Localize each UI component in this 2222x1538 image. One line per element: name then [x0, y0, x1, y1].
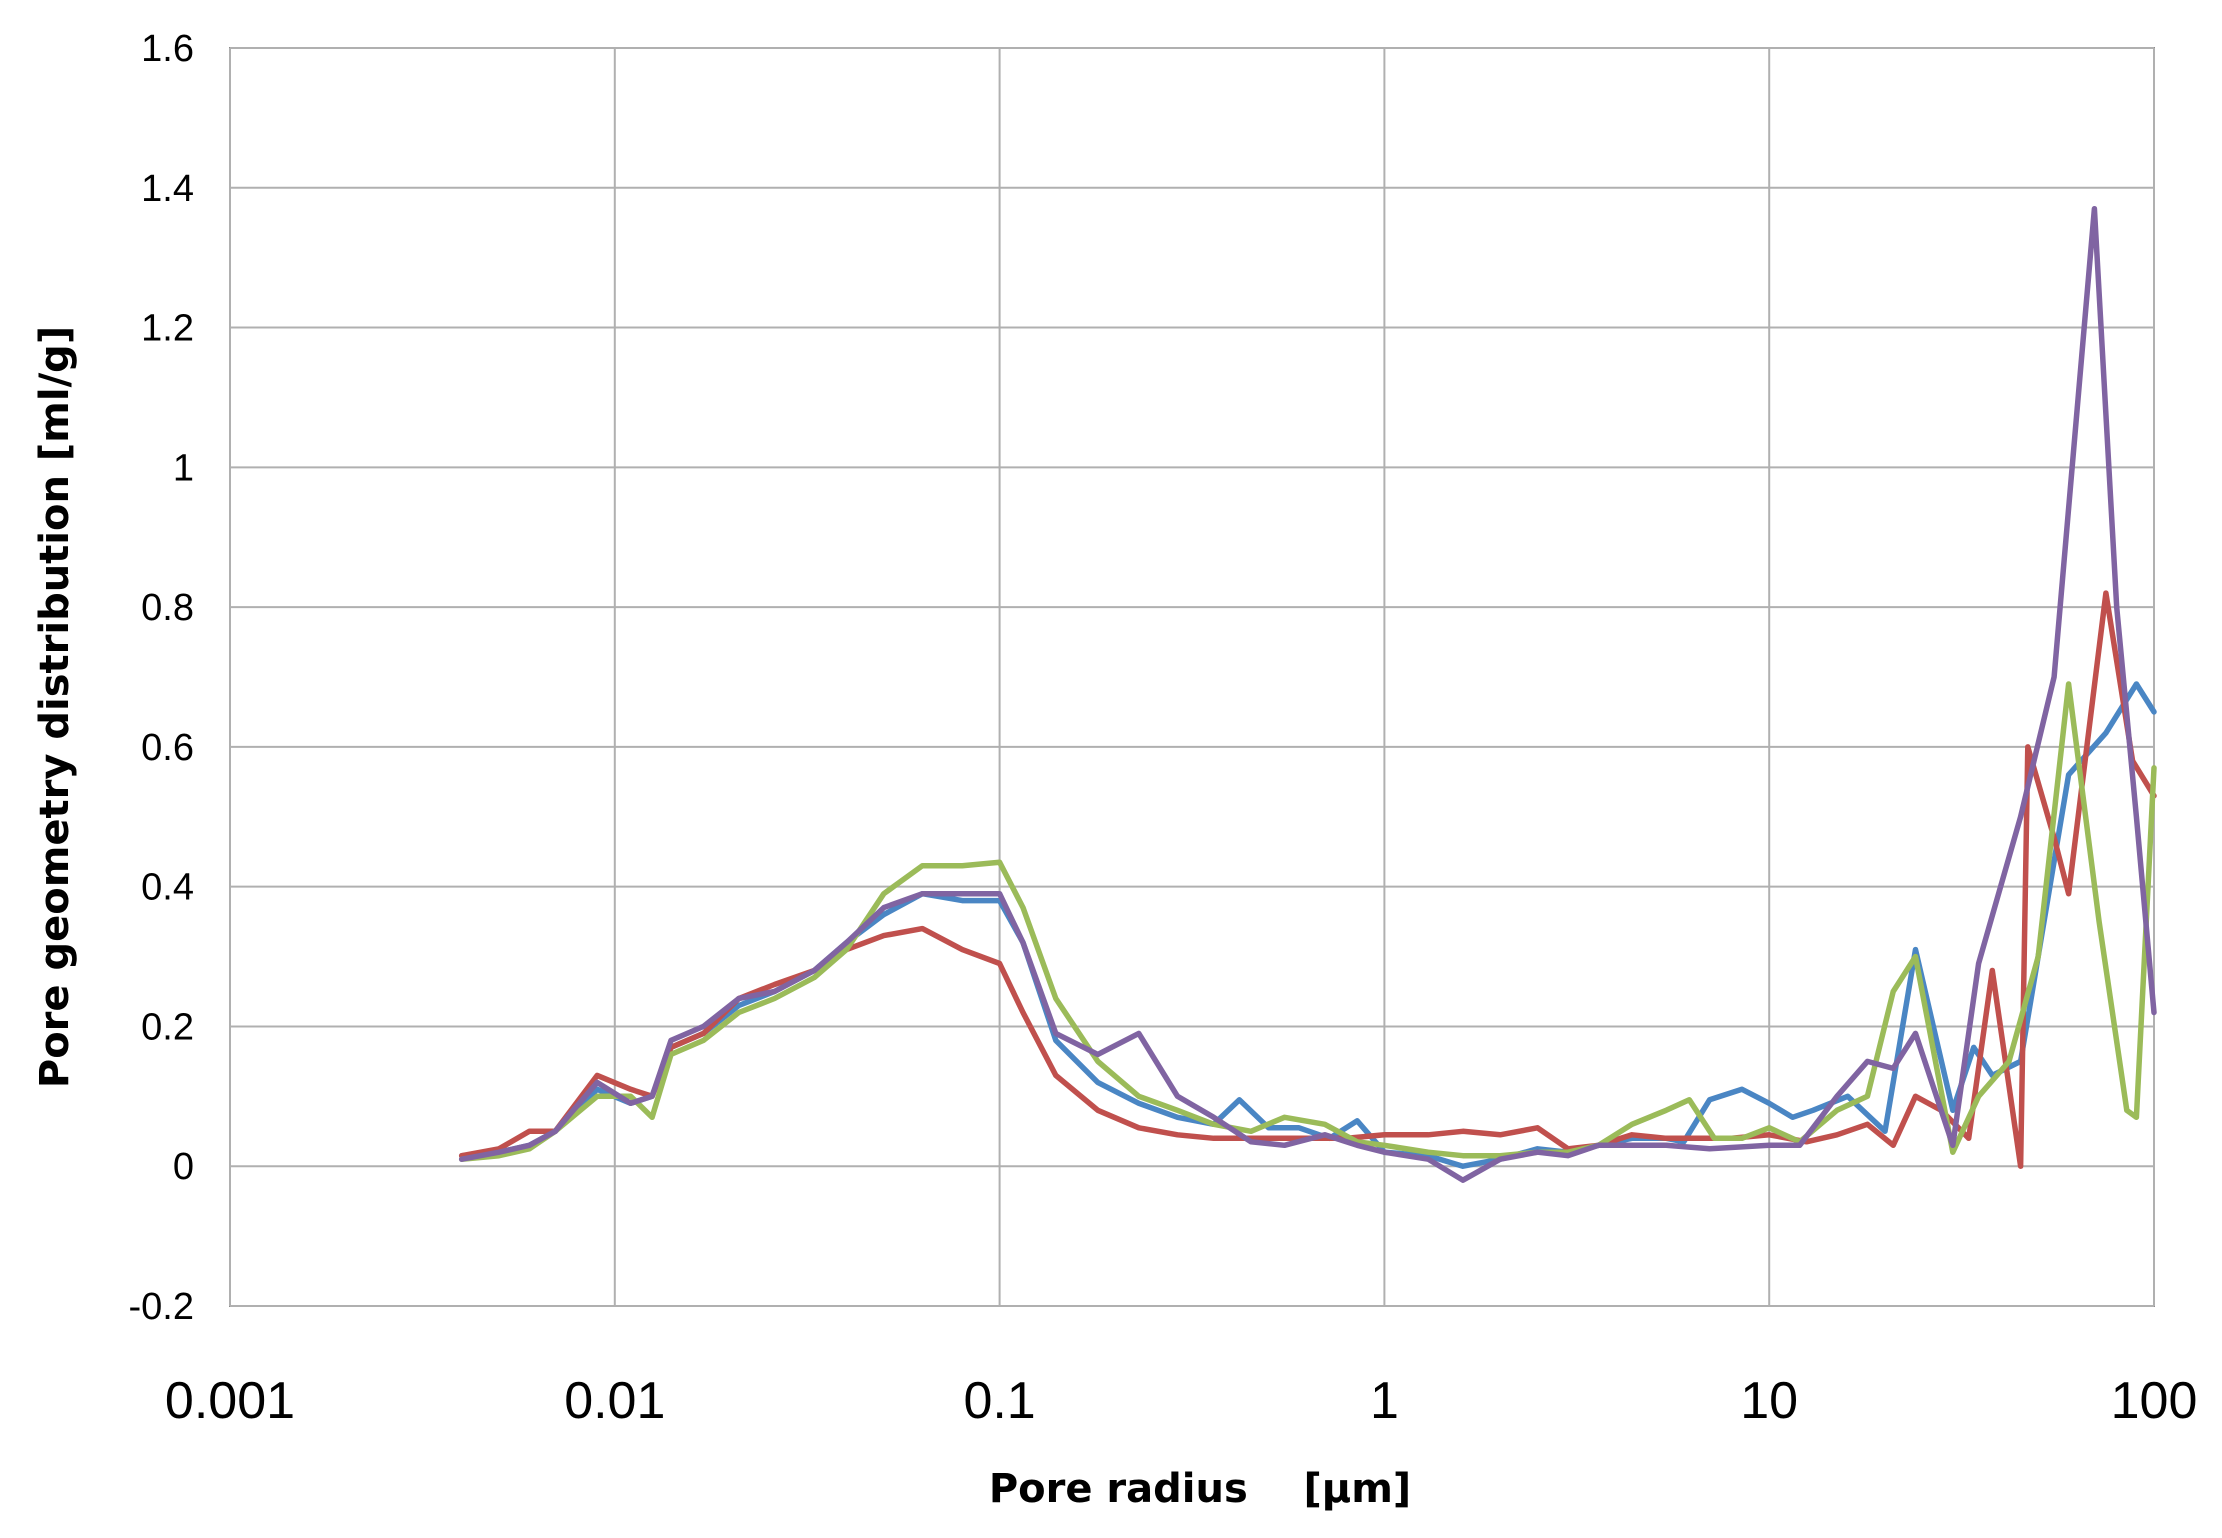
x-tick-label: 1: [1370, 1372, 1399, 1430]
gridlines: [229, 47, 2155, 1307]
data-series: [458, 205, 2157, 1183]
y-tick-label: 0.2: [141, 1006, 194, 1048]
y-axis-ticks: 1.6 1.4 1.2 1 0.8 0.6 0.4 0.2 0 -0.2: [129, 28, 194, 1328]
y-tick-label: 1.6: [141, 28, 194, 70]
y-tick-label: -0.2: [129, 1286, 194, 1328]
series-line-3: [458, 681, 2157, 1162]
y-tick-label: 0: [173, 1146, 194, 1188]
y-tick-label: 0.4: [141, 867, 194, 909]
y-tick-label: 1.2: [141, 308, 194, 350]
series-line-1: [458, 681, 2157, 1169]
x-tick-label: 10: [1740, 1372, 1798, 1430]
y-tick-label: 0.8: [141, 587, 194, 629]
x-tick-label: 0.01: [564, 1372, 665, 1430]
y-axis-title: Pore geometry distribution [ml/g]: [32, 326, 78, 1088]
x-tick-label: 0.1: [963, 1372, 1035, 1430]
x-axis-title: Pore radius [µm]: [989, 1466, 1411, 1512]
series-line-4: [458, 205, 2157, 1183]
x-axis-ticks: 0.001 0.01 0.1 1 10 100: [165, 1372, 2197, 1430]
y-tick-label: 1.4: [141, 168, 194, 210]
x-tick-label: 100: [2111, 1372, 2198, 1430]
y-tick-label: 1: [173, 447, 194, 489]
plot-area: [229, 47, 2155, 1307]
y-tick-label: 0.6: [141, 727, 194, 769]
x-tick-label: 0.001: [165, 1372, 295, 1430]
